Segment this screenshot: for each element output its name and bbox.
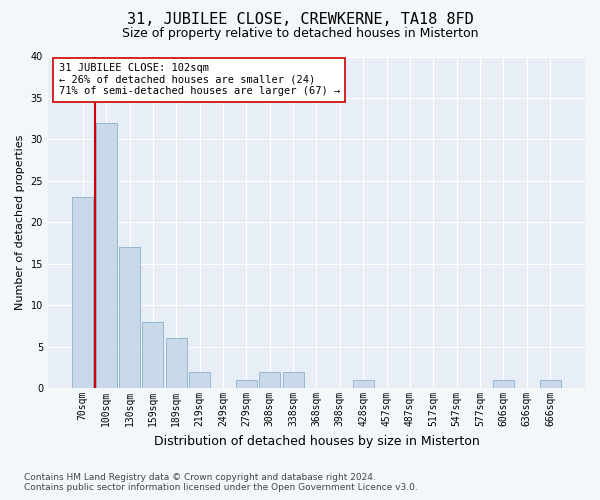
X-axis label: Distribution of detached houses by size in Misterton: Distribution of detached houses by size … — [154, 434, 479, 448]
Bar — [236, 380, 257, 388]
Bar — [283, 372, 304, 388]
Text: 31 JUBILEE CLOSE: 102sqm
← 26% of detached houses are smaller (24)
71% of semi-d: 31 JUBILEE CLOSE: 102sqm ← 26% of detach… — [59, 63, 340, 96]
Text: Size of property relative to detached houses in Misterton: Size of property relative to detached ho… — [122, 28, 478, 40]
Bar — [189, 372, 210, 388]
Bar — [166, 338, 187, 388]
Bar — [119, 247, 140, 388]
Text: Contains HM Land Registry data © Crown copyright and database right 2024.
Contai: Contains HM Land Registry data © Crown c… — [24, 473, 418, 492]
Text: 31, JUBILEE CLOSE, CREWKERNE, TA18 8FD: 31, JUBILEE CLOSE, CREWKERNE, TA18 8FD — [127, 12, 473, 28]
Bar — [539, 380, 560, 388]
Bar — [259, 372, 280, 388]
Bar — [95, 123, 117, 388]
Bar — [353, 380, 374, 388]
Y-axis label: Number of detached properties: Number of detached properties — [15, 134, 25, 310]
Bar — [142, 322, 163, 388]
Bar — [493, 380, 514, 388]
Bar — [73, 198, 94, 388]
